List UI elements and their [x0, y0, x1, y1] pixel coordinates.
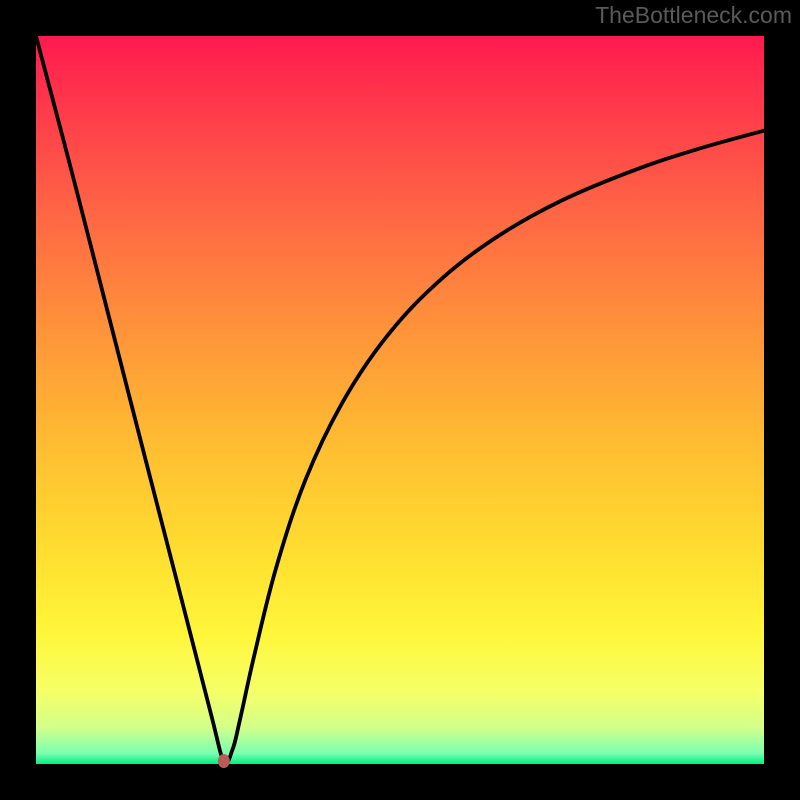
chart-container: TheBottleneck.com	[0, 0, 800, 800]
plot-background	[36, 36, 764, 764]
bottleneck-chart	[0, 0, 800, 800]
minimum-marker	[218, 754, 230, 768]
watermark-text: TheBottleneck.com	[595, 2, 792, 29]
